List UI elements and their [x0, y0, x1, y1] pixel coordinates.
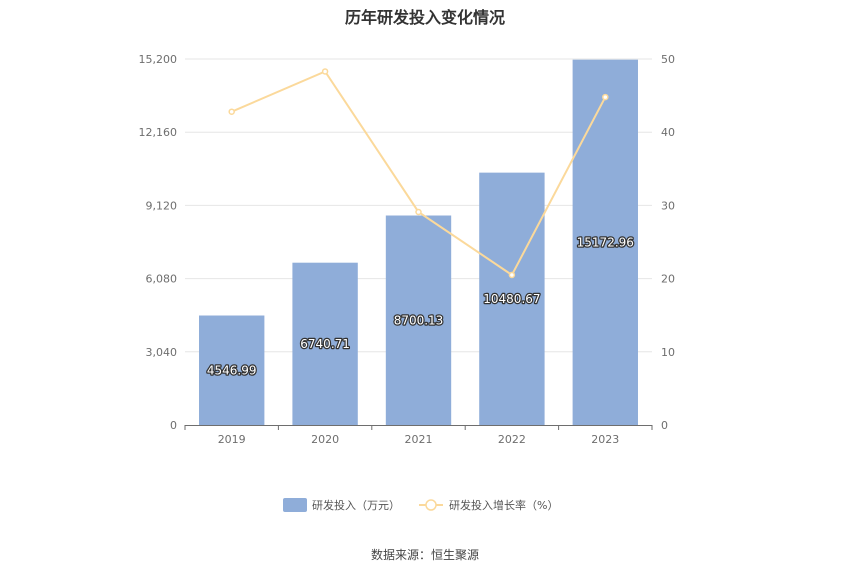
bar-value-label: 8700.13 — [394, 313, 444, 327]
y-right-tick-label: 40 — [661, 126, 675, 139]
line-point[interactable] — [321, 68, 329, 75]
bar-value-label: 10480.67 — [483, 292, 540, 306]
data-labels: 4546.99 6740.71 8700.13 10480.67 15172.96 — [206, 234, 636, 378]
line-series — [228, 68, 609, 279]
axes: 0 3,040 6,080 9,120 12,160 15,200 0 10 20 30 40 50 2… — [139, 53, 676, 446]
bar[interactable] — [199, 315, 265, 425]
y-right-tick-label: 20 — [661, 273, 675, 286]
y-left-tick-label: 3,040 — [146, 346, 178, 359]
line-point[interactable] — [508, 271, 516, 279]
x-tick-label: 2020 — [311, 433, 339, 446]
x-tick-label: 2019 — [218, 433, 246, 446]
line-point[interactable] — [602, 93, 609, 101]
x-tick-label: 2023 — [591, 433, 619, 446]
bar[interactable] — [385, 215, 452, 425]
legend-bar-swatch[interactable] — [283, 498, 307, 512]
y-left-tick-label: 6,080 — [146, 273, 178, 286]
bar-value-label: 15172.96 — [577, 235, 634, 249]
bar-series — [199, 59, 638, 426]
y-left-tick-label: 0 — [170, 419, 177, 432]
y-right-tick-label: 10 — [661, 346, 675, 359]
bar-value-label: 6740.71 — [300, 337, 350, 351]
line-point[interactable] — [415, 208, 422, 216]
bar[interactable] — [292, 262, 358, 425]
bar[interactable] — [572, 59, 638, 426]
legend-line-label[interactable]: 研发投入增长率（%） — [449, 498, 558, 512]
legend-line-marker[interactable] — [425, 499, 437, 511]
legend-bar-label[interactable]: 研发投入（万元） — [312, 498, 400, 512]
bar[interactable] — [479, 172, 545, 425]
y-left-tick-label: 12,160 — [139, 126, 178, 139]
chart-title: 历年研发投入变化情况 — [344, 8, 505, 27]
line-point[interactable] — [228, 108, 235, 115]
y-left-tick-label: 9,120 — [146, 199, 178, 212]
source-note: 数据来源：恒生聚源 — [370, 548, 479, 562]
bar-value-label: 4546.99 — [207, 363, 257, 377]
y-right-tick-label: 30 — [661, 199, 675, 212]
x-tick-label: 2021 — [405, 433, 433, 446]
y-left-tick-label: 15,200 — [139, 53, 178, 66]
legend[interactable]: 研发投入（万元） 研发投入增长率（%） — [283, 498, 558, 512]
y-right-tick-label: 0 — [661, 419, 668, 432]
y-right-tick-label: 50 — [661, 53, 675, 66]
x-tick-label: 2022 — [498, 433, 526, 446]
